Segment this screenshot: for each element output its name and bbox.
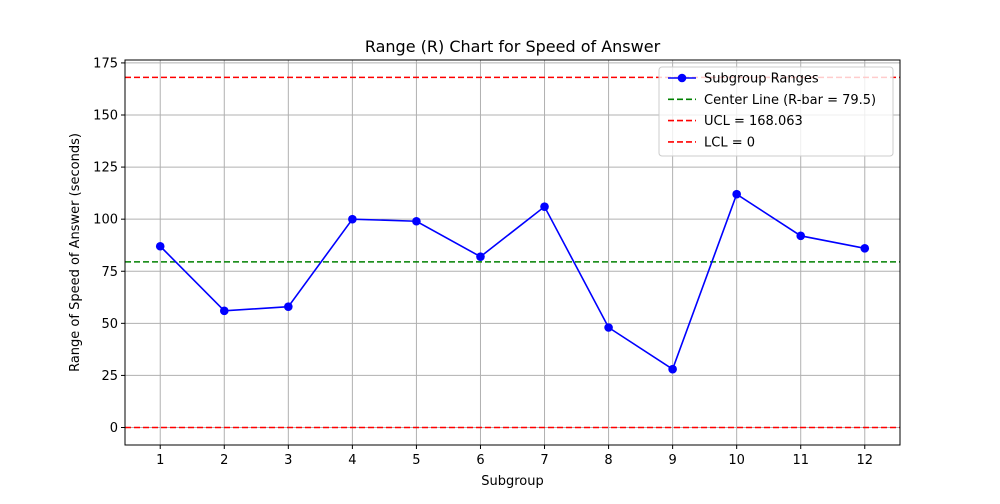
y-tick-label: 175 <box>93 56 118 71</box>
y-axis-label: Range of Speed of Answer (seconds) <box>68 133 83 372</box>
legend-label: LCL = 0 <box>704 135 755 150</box>
x-tick-label: 5 <box>412 453 420 468</box>
data-point <box>155 241 165 251</box>
x-tick-label: 8 <box>604 453 612 468</box>
legend-box <box>658 66 894 157</box>
x-tick-label: 12 <box>856 453 873 468</box>
data-point <box>219 306 229 316</box>
y-tick-label: 50 <box>101 317 118 332</box>
y-tick-label: 25 <box>101 369 118 384</box>
plot-frame <box>124 59 901 446</box>
legend-label: UCL = 168.063 <box>704 114 803 129</box>
y-tick-label: 75 <box>101 265 118 280</box>
x-axis-label: Subgroup <box>481 474 544 489</box>
chart-title: Range (R) Chart for Speed of Answer <box>365 37 661 56</box>
reference-lines <box>125 76 900 429</box>
data-point <box>668 364 677 374</box>
x-tick-label: 7 <box>540 453 548 468</box>
legend-label: Subgroup Ranges <box>704 72 819 87</box>
series-layer <box>155 189 870 374</box>
y-tick-label: 100 <box>93 213 118 228</box>
data-point <box>540 202 549 211</box>
data-point <box>604 323 613 332</box>
x-tick-label: 3 <box>284 453 292 468</box>
data-point <box>796 231 806 241</box>
x-tick-label: 1 <box>156 453 164 468</box>
legend-marker <box>677 73 687 83</box>
data-point <box>284 302 293 311</box>
x-tick-label: 9 <box>668 453 676 468</box>
data-point <box>476 252 485 261</box>
x-tick-label: 2 <box>220 453 228 468</box>
series-line <box>159 192 865 371</box>
y-tick-label: 150 <box>93 109 118 124</box>
data-point <box>732 189 741 199</box>
data-point <box>412 216 421 226</box>
x-tick-label: 6 <box>476 453 484 468</box>
legend-label: Center Line (R-bar = 79.5) <box>704 93 876 108</box>
y-tick-label: 125 <box>93 161 118 176</box>
y-tick-label: 0 <box>110 421 118 436</box>
data-point <box>348 214 357 224</box>
data-point <box>860 244 870 253</box>
x-tick-label: 4 <box>348 453 356 468</box>
x-tick-label: 10 <box>728 453 745 468</box>
x-tick-label: 11 <box>792 453 809 468</box>
legend: Subgroup Ranges Center Line (R-bar = 79.5… <box>658 66 894 157</box>
